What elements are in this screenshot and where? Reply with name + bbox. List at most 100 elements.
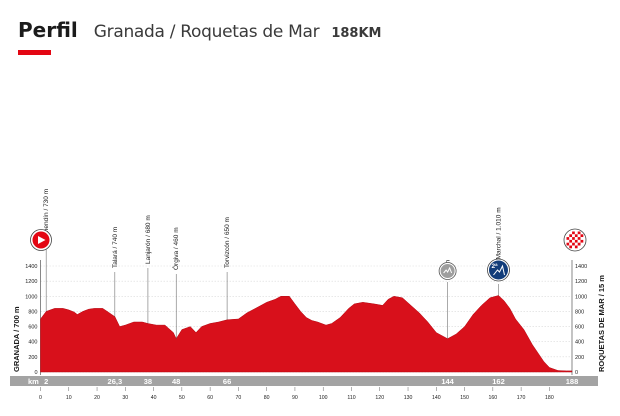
- y-tick-label-right: 800: [575, 309, 584, 315]
- finish-check: [574, 234, 578, 238]
- x-tick-label: 80: [264, 395, 270, 401]
- x-tick-label: 100: [319, 395, 328, 401]
- sprint-glyph: [443, 266, 453, 274]
- finish-check: [569, 237, 573, 240]
- km-marker-label: 144: [441, 377, 454, 386]
- finish-check: [569, 242, 573, 246]
- waypoint-label: Torvizcón / 650 m: [224, 217, 231, 268]
- km-bar: [10, 376, 598, 386]
- waypoint-label: Alhendín / 730 m: [43, 189, 50, 238]
- x-tick-label: 170: [517, 395, 526, 401]
- kom-glyph: [493, 264, 505, 276]
- finish-check: [577, 237, 581, 240]
- y-tick-label-right: 1200: [575, 279, 587, 285]
- y-tick-label-right: 600: [575, 325, 584, 331]
- finish-check: [566, 242, 570, 246]
- route-title: Granada / Roquetas de Mar: [93, 22, 320, 42]
- y-tick-label-left: 0: [34, 370, 37, 376]
- x-tick-label: 50: [179, 395, 185, 401]
- x-tick-label: 160: [489, 395, 498, 401]
- km-marker-label: 2: [44, 377, 48, 386]
- x-tick-label: 120: [375, 395, 384, 401]
- finish-check: [569, 231, 573, 235]
- x-tick-label: 90: [292, 395, 298, 401]
- finish-check: [580, 234, 584, 238]
- x-tick-label: 110: [347, 395, 355, 401]
- active-tab-underline: [18, 50, 51, 55]
- finish-check: [577, 242, 581, 246]
- elevation-profile-area: [40, 295, 573, 373]
- finish-check: [580, 237, 584, 240]
- finish-check: [566, 237, 570, 240]
- start-play-icon: [30, 229, 52, 251]
- x-tick-label: 10: [66, 395, 72, 401]
- waypoint-label: Órgiva / 460 m: [171, 227, 180, 270]
- finish-check: [574, 231, 578, 235]
- start-location-label: GRANADA / 700 m: [12, 306, 21, 372]
- play-glyph: [38, 236, 46, 244]
- km-bar-label: km: [28, 377, 39, 386]
- finish-check: [572, 231, 575, 235]
- finish-check: [574, 237, 578, 240]
- km-marker-label: 162: [492, 377, 505, 386]
- y-tick-label-right: 0: [575, 370, 578, 376]
- finish-check: [580, 242, 584, 246]
- km-marker-label: 26,3: [108, 377, 123, 386]
- y-tick-label-left: 800: [28, 309, 37, 315]
- x-tick-label: 70: [236, 395, 242, 401]
- finish-check: [566, 234, 570, 238]
- page-header: Perfil Granada / Roquetas de Mar 188KM: [18, 18, 381, 48]
- finish-check: [572, 234, 575, 238]
- km-marker-label: 38: [144, 377, 152, 386]
- finish-location-label: ROQUETAS DE MAR / 15 m: [597, 275, 606, 372]
- y-tick-label-left: 1200: [25, 279, 37, 285]
- km-marker-label: 48: [172, 377, 180, 386]
- finish-check: [577, 234, 581, 238]
- x-tick-label: 60: [207, 395, 213, 401]
- waypoint-label: Alto El Marchal / 1.010 m: [495, 207, 502, 280]
- finish-check: [572, 237, 575, 240]
- y-tick-label-right: 200: [575, 355, 584, 361]
- finish-check: [569, 234, 573, 238]
- finish-check: [572, 242, 575, 246]
- y-tick-label-left: 1000: [25, 294, 37, 300]
- finish-check: [572, 239, 575, 243]
- finish-flag-icon: [563, 228, 587, 252]
- y-tick-label-right: 1400: [575, 264, 587, 270]
- y-tick-label-left: 400: [28, 340, 37, 346]
- kom-category-text: 2ª: [491, 263, 498, 270]
- x-tick-label: 30: [122, 395, 128, 401]
- stage-distance: 188KM: [331, 26, 382, 41]
- waypoint-label: Talará / 740 m: [112, 227, 119, 268]
- finish-check: [577, 239, 581, 243]
- finish-check: [580, 239, 584, 243]
- km-marker-label: 66: [223, 377, 231, 386]
- y-tick-label-left: 600: [28, 325, 37, 331]
- x-tick-label: 180: [545, 395, 554, 401]
- finish-check: [566, 239, 570, 243]
- finish-check: [577, 245, 581, 249]
- y-tick-label-right: 1000: [575, 294, 587, 300]
- km-marker-label: 188: [566, 377, 579, 386]
- y-tick-label-left: 1400: [25, 264, 37, 270]
- finish-check: [569, 245, 573, 249]
- y-tick-label-right: 400: [575, 340, 584, 346]
- finish-check: [574, 242, 578, 246]
- sprint-icon: [438, 262, 457, 280]
- finish-check: [574, 245, 578, 249]
- finish-check: [569, 239, 573, 243]
- waypoint-label: Lanjarón / 680 m: [145, 215, 152, 264]
- x-tick-label: 40: [151, 395, 157, 401]
- kom-category-2-icon: 2ª: [487, 258, 510, 282]
- tab-perfil[interactable]: Perfil: [18, 18, 78, 42]
- x-tick-label: 140: [432, 395, 441, 401]
- x-tick-label: 130: [404, 395, 413, 401]
- finish-check: [577, 231, 581, 235]
- x-tick-label: 20: [94, 395, 100, 401]
- y-tick-label-left: 200: [28, 355, 37, 361]
- finish-check: [572, 245, 575, 249]
- finish-check: [574, 239, 578, 243]
- x-tick-label: 150: [460, 395, 469, 401]
- x-tick-label: 0: [39, 395, 42, 401]
